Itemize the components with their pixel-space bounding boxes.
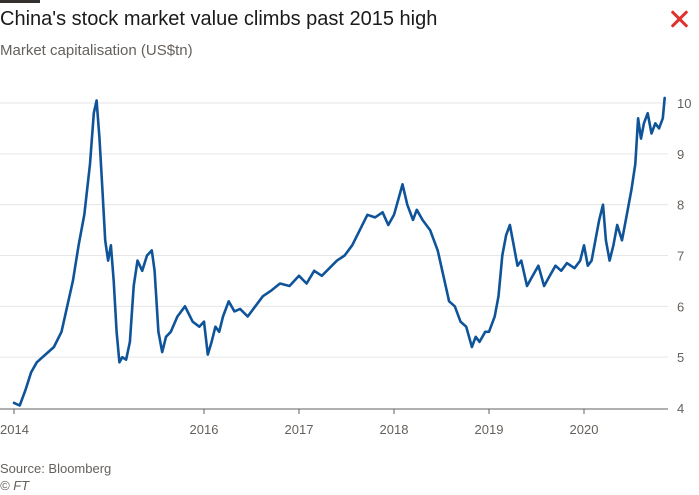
series-layer	[12, 96, 666, 407]
x-tick-label: 2017	[285, 422, 314, 437]
chart-title: China's stock market value climbs past 2…	[0, 8, 438, 30]
x-tick-label: 2018	[380, 422, 409, 437]
series-line-market-cap	[12, 96, 666, 407]
line-chart: 4 5 6 7 8 9 10 2014 2016 2017 2018 2019 2020	[0, 96, 691, 437]
y-tick-label: 4	[677, 401, 684, 416]
chart-subtitle: Market capitalisation (US$tn)	[0, 42, 193, 59]
source-note: Source: Bloomberg	[0, 461, 112, 476]
x-tick-label: 2020	[570, 422, 599, 437]
top-accent-bar	[0, 0, 40, 3]
y-axis-ticks: 4 5 6 7 8 9 10	[677, 96, 691, 416]
y-tick-label: 7	[677, 249, 684, 264]
y-tick-label: 6	[677, 299, 684, 314]
x-tick-label: 2016	[190, 422, 219, 437]
x-tick-label: 2019	[475, 422, 504, 437]
y-tick-label: 9	[677, 147, 684, 162]
y-tick-label: 5	[677, 350, 684, 365]
credit-note: © FT	[0, 478, 30, 493]
x-tick-label: 2014	[0, 422, 29, 437]
y-tick-label: 8	[677, 198, 684, 213]
y-tick-label: 10	[677, 96, 691, 111]
grid-lines	[0, 102, 668, 358]
x-axis: 2014 2016 2017 2018 2019 2020	[0, 408, 668, 437]
